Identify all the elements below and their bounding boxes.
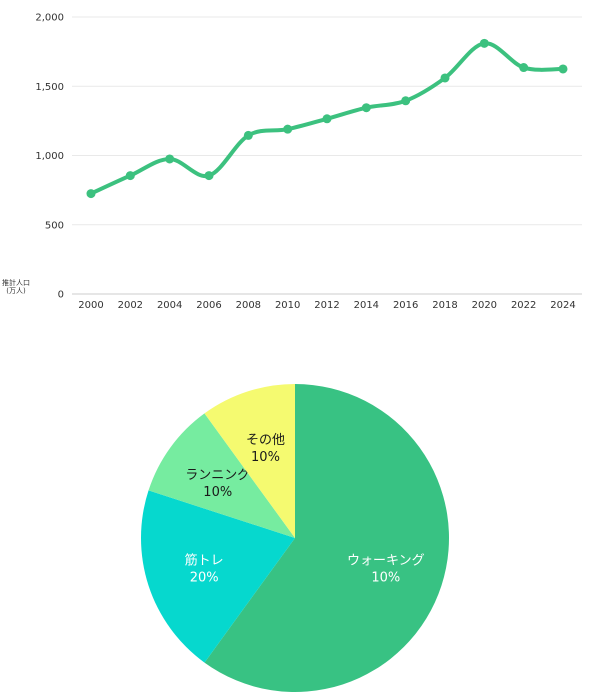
x-tick-label: 2020	[472, 300, 497, 311]
y-tick-label: 1,500	[35, 82, 64, 93]
pie-slice[interactable]	[204, 384, 295, 538]
x-tick-label: 2004	[157, 300, 182, 311]
slice-name-label: 筋トレ	[185, 553, 224, 569]
x-tick-label: 2006	[196, 300, 221, 311]
data-point[interactable]	[519, 63, 529, 73]
data-point[interactable]	[204, 171, 214, 181]
slice-value-label: 10%	[371, 571, 400, 586]
data-point[interactable]	[165, 154, 175, 164]
data-point[interactable]	[243, 130, 253, 140]
data-point[interactable]	[558, 64, 568, 74]
y-tick-label: 0	[58, 290, 64, 301]
slice-value-label: 10%	[251, 450, 280, 465]
x-tick-label: 2012	[314, 300, 339, 311]
slice-value-label: 10%	[203, 485, 232, 500]
pie-slice[interactable]	[148, 413, 295, 538]
data-point[interactable]	[86, 189, 96, 199]
slice-value-label: 20%	[190, 571, 219, 586]
x-tick-label: 2010	[275, 300, 300, 311]
data-point[interactable]	[479, 38, 489, 48]
x-tick-label: 2016	[393, 300, 418, 311]
data-point[interactable]	[401, 96, 411, 106]
pie-slice[interactable]	[204, 384, 449, 692]
line-chart: 0 500 1,000 1,500 2,000 2000 2002 2004 2006 2008 2…	[2, 13, 582, 311]
x-tick-label: 2014	[354, 300, 379, 311]
x-tick-label: 2022	[511, 300, 536, 311]
y-tick-label: 2,000	[35, 13, 64, 24]
x-tick-label: 2024	[550, 300, 575, 311]
y-axis-label: 推計人口	[2, 278, 30, 287]
x-tick-label: 2000	[78, 300, 103, 311]
slice-name-label: ウォーキング	[347, 554, 425, 569]
x-tick-label: 2018	[432, 300, 457, 311]
x-tick-label: 2002	[118, 300, 143, 311]
slice-name-label: ランニング	[185, 468, 250, 483]
pie-slice[interactable]	[140, 490, 295, 663]
slice-name-label: その他	[246, 433, 285, 448]
data-point[interactable]	[440, 73, 450, 83]
data-point[interactable]	[322, 114, 332, 124]
data-point[interactable]	[361, 103, 371, 113]
y-axis-label: (万人)	[6, 287, 26, 295]
y-tick-label: 1,000	[35, 151, 64, 162]
data-point[interactable]	[283, 124, 293, 134]
data-point[interactable]	[125, 171, 135, 181]
x-tick-label: 2008	[236, 300, 261, 311]
y-tick-label: 500	[45, 220, 64, 231]
